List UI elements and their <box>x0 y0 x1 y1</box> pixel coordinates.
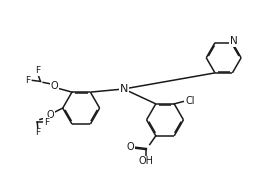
Text: F: F <box>25 76 30 85</box>
Text: OH: OH <box>139 156 154 166</box>
Text: N: N <box>120 84 128 94</box>
Text: F: F <box>35 66 40 75</box>
Text: N: N <box>230 36 238 46</box>
Text: O: O <box>127 142 134 152</box>
Text: Cl: Cl <box>186 96 195 106</box>
Text: F: F <box>35 128 40 137</box>
Text: F: F <box>44 118 49 127</box>
Text: O: O <box>46 110 54 121</box>
Text: O: O <box>51 81 58 91</box>
